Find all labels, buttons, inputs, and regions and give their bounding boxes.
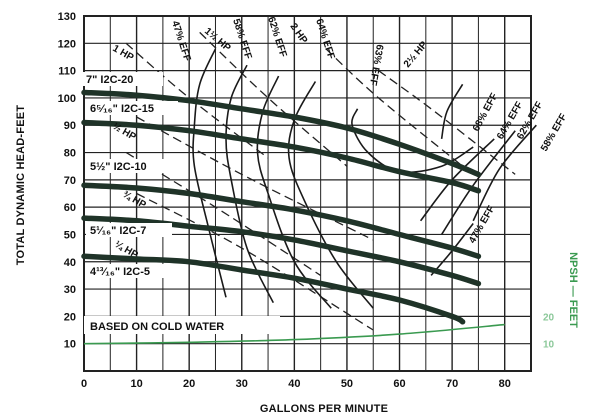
efficiency-curve — [192, 48, 227, 298]
y-tick-label: 40 — [64, 257, 76, 269]
npsh-axis-label: NPSH — FEET — [567, 252, 579, 328]
impeller-label-7in: 7" I2C-20 — [86, 74, 133, 86]
y-tick-label: 90 — [64, 120, 76, 132]
hp-label-1-1-2: 1½ HP — [202, 26, 233, 54]
power-line — [125, 151, 321, 276]
efficiency-curve — [472, 124, 537, 222]
efficiency-curve — [351, 108, 474, 174]
x-tick-label: 30 — [236, 378, 248, 390]
eff-label-58-left: 58% EFF — [230, 18, 253, 61]
efficiency-curve — [440, 83, 464, 140]
head-curve — [81, 215, 482, 287]
x-tick-label: 40 — [288, 378, 300, 390]
eff-label-62-left: 62% EFF — [265, 16, 288, 59]
y-tick-label: 100 — [58, 93, 76, 105]
label-bg-c5 — [86, 264, 174, 278]
x-tick-label: 60 — [393, 378, 405, 390]
power-line — [136, 116, 374, 241]
note-background — [84, 316, 280, 334]
impeller-label-5-1-2in: 5½" I2C-10 — [90, 161, 147, 173]
cold-water-note: BASED ON COLD WATER — [90, 321, 224, 333]
y-axis-label: TOTAL DYNAMIC HEAD-FEET — [15, 105, 27, 266]
y-tick-label: 30 — [64, 284, 76, 296]
impeller-label-5-1-16in: 5¹⁄₁₆" I2C-7 — [90, 225, 146, 237]
head-curve — [81, 119, 482, 194]
label-bg-c2 — [86, 101, 178, 115]
npsh-tick-label: 10 — [543, 340, 555, 351]
plot-frame — [83, 15, 532, 372]
y-tick-label: 10 — [64, 339, 76, 351]
y-tick-label: 130 — [58, 11, 76, 23]
y-tick-label: 20 — [64, 311, 76, 323]
efficiency-curve — [225, 64, 275, 304]
head-curve — [81, 89, 482, 178]
y-tick-label: 110 — [58, 66, 76, 78]
x-tick-label: 0 — [81, 378, 87, 390]
x-axis-label: GALLONS PER MINUTE — [260, 403, 388, 415]
eff-label-58-right: 58% EFF — [539, 112, 569, 154]
power-line — [125, 42, 269, 159]
power-line — [325, 48, 464, 167]
efficiency-curve — [440, 130, 516, 235]
label-bg-c1 — [83, 72, 163, 86]
label-bg-c3 — [86, 159, 176, 173]
impeller-labels: 7" I2C-20 6⁵⁄₁₆" I2C-15 5½" I2C-10 5¹⁄₁₆… — [83, 72, 178, 278]
chart-marks — [81, 31, 537, 345]
npsh-tick-label: 20 — [543, 312, 555, 323]
x-tick-label: 10 — [130, 378, 142, 390]
y-tick-label: 60 — [64, 202, 76, 214]
head-curve — [81, 182, 482, 260]
head-curve — [81, 253, 466, 325]
hp-label-3-4: ¾ HP — [121, 189, 148, 211]
eff-label-63: 63% EFF — [367, 43, 385, 86]
x-tick-label: 50 — [341, 378, 353, 390]
eff-label-64-left: 64% EFF — [313, 18, 336, 61]
x-tick-label: 20 — [183, 378, 195, 390]
power-line — [378, 70, 516, 175]
impeller-label-6-5-16in: 6⁵⁄₁₆" I2C-15 — [90, 103, 154, 115]
hp-label-2: 2 HP — [288, 21, 310, 46]
axis-ticks: 0 10 20 30 40 50 60 70 80 10 20 30 40 50 60 70 80 90 100 11… — [58, 11, 555, 390]
impeller-label-4-13-16in: 4¹³⁄₁₆" I2C-5 — [90, 266, 150, 278]
y-tick-label: 80 — [64, 148, 76, 160]
label-bg-c4 — [86, 223, 172, 237]
y-tick-label: 50 — [64, 229, 76, 241]
npsh-curve — [83, 323, 505, 345]
y-tick-label: 70 — [64, 175, 76, 187]
efficiency-labels: 47% EFF 58% EFF 62% EFF 64% EFF 63% EFF … — [169, 16, 569, 246]
y-tick-label: 120 — [58, 38, 76, 50]
x-tick-label: 70 — [446, 378, 458, 390]
power-line — [136, 192, 374, 331]
x-tick-label: 80 — [499, 378, 511, 390]
hp-label-1: 1 HP — [111, 43, 136, 64]
efficiency-curve — [256, 75, 332, 309]
